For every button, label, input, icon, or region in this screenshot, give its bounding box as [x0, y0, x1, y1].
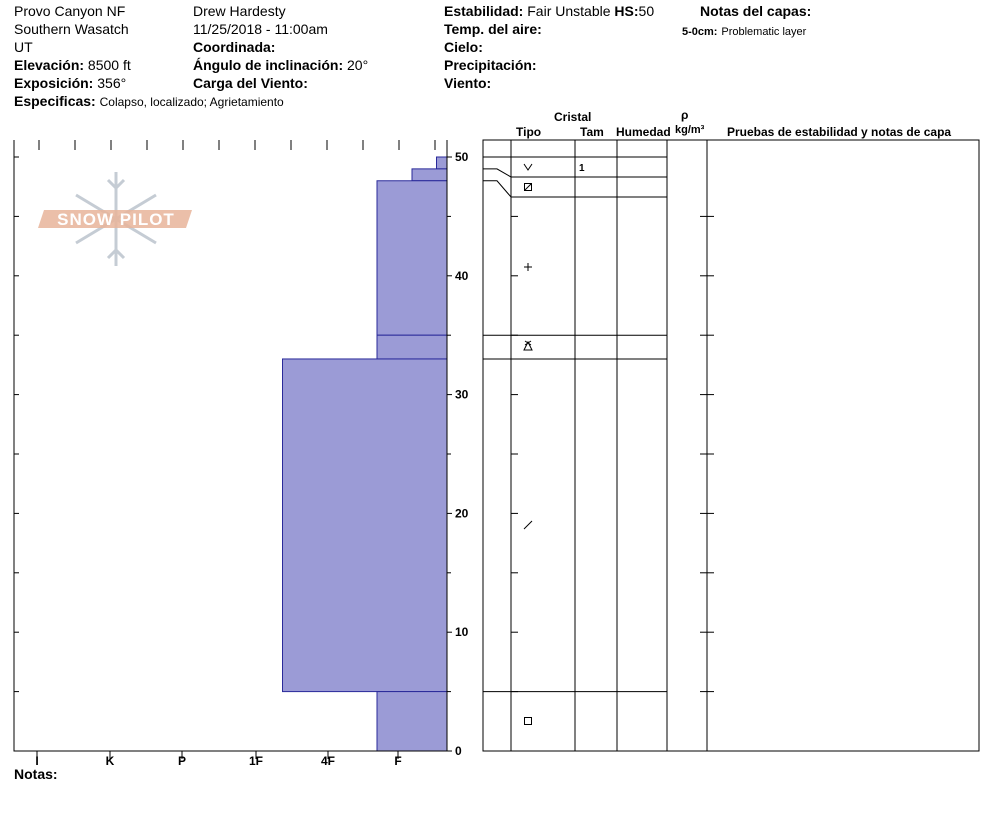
layer-boundary	[483, 168, 667, 178]
hardness-tick-label: P	[178, 754, 186, 768]
hardness-layer-bar	[376, 334, 448, 360]
precip-label: Precipitación:	[444, 57, 537, 73]
depth-tick-label: 40	[455, 269, 469, 283]
hardness-tick-label: F	[394, 754, 401, 768]
depth-tick-label: 0	[455, 744, 462, 758]
hardness-bars	[282, 156, 448, 752]
hardness-tick-label: I	[35, 754, 38, 768]
layer-note-text: Problematic layer	[721, 26, 807, 38]
observer: Drew Hardesty	[193, 3, 286, 19]
rho-header: ρ	[681, 108, 689, 122]
date-time: 11/25/2018 - 11:00am	[193, 21, 328, 37]
plot-border	[13, 140, 448, 752]
faceted-grain-icon	[524, 717, 532, 725]
slope-angle-label: Ángulo de inclinación:	[193, 57, 344, 73]
decomposing-grain-icon	[523, 520, 533, 530]
layer-table: 1	[482, 139, 980, 752]
mountain-range: Southern Wasatch	[14, 21, 129, 37]
notes-label: Notas:	[14, 766, 58, 782]
stability-label: Estabilidad:	[444, 3, 524, 19]
grain-size-label: 1	[579, 163, 585, 174]
snowpilot-logo: SNOW PILOT	[38, 172, 192, 266]
density-unit-header: kg/m³	[675, 124, 705, 136]
air-temp-label: Temp. del aire:	[444, 21, 542, 37]
depth-tick-label: 50	[455, 150, 469, 164]
hardness-plot-frame	[13, 140, 448, 752]
elevation: Elevación: 8500 ft	[14, 57, 131, 74]
size-header: Tam	[580, 125, 604, 139]
crystal-header: Cristal	[554, 110, 592, 124]
aspect: Exposición: 356°	[14, 75, 126, 92]
specifics-value: Colapso, localizado; Agrietamiento	[99, 95, 284, 109]
aspect-label: Exposición:	[14, 75, 94, 91]
precip-grain-icon	[523, 163, 533, 171]
type-header: Tipo	[516, 125, 542, 139]
elevation-value: 8500 ft	[87, 57, 131, 73]
coordinates-label: Coordinada:	[193, 39, 276, 55]
hardness-layer-bar	[376, 180, 448, 336]
slope-angle-value: 20°	[347, 57, 369, 73]
hardness-layer-bar	[436, 156, 448, 170]
moisture-header: Humedad	[616, 125, 671, 139]
location: Provo Canyon NF	[14, 3, 126, 19]
hardness-layer-bar	[376, 691, 448, 752]
surface-hoar-grain-icon	[523, 340, 533, 351]
stability-value: Fair Unstable	[527, 3, 611, 19]
depth-tick-label: 30	[455, 388, 469, 402]
faceted-rounded-grain-icon	[524, 183, 532, 191]
elevation-label: Elevación:	[14, 57, 85, 73]
depth-tick-label: 20	[455, 506, 469, 520]
aspect-value: 356°	[97, 75, 127, 91]
rounded-grain-icon	[524, 263, 532, 271]
specifics-label: Especificas:	[14, 93, 96, 109]
layer-note: 5-0cm: Problematic layer	[682, 22, 806, 41]
specifics: Especificas: Colapso, localizado; Agriet…	[14, 93, 284, 111]
hs-value: 50	[638, 3, 655, 19]
layer-notes-label: Notas del capas:	[700, 3, 812, 19]
wind-loading-label: Carga del Viento:	[193, 75, 308, 91]
hardness-tick-label: 4F	[321, 754, 335, 768]
hs-label: HS:	[614, 3, 639, 19]
hardness-tick-label: K	[106, 754, 115, 768]
stability: Estabilidad: Fair Unstable HS:50	[444, 3, 654, 20]
logo-text: SNOW PILOT	[57, 210, 175, 229]
table-border	[482, 139, 980, 752]
layer-boundary	[483, 180, 667, 198]
depth-axis: 0 10 20 30 40 50	[447, 150, 469, 758]
hardness-layer-bar	[282, 358, 448, 693]
state: UT	[14, 39, 33, 55]
hardness-layer-bar	[411, 168, 448, 182]
slope-angle: Ángulo de inclinación: 20°	[193, 57, 368, 74]
hardness-axis: I K P 1F 4F F	[35, 751, 402, 768]
tests-header: Pruebas de estabilidad y notas de capa	[727, 125, 952, 139]
wind-label: Viento:	[444, 75, 492, 91]
depth-tick-label: 10	[455, 625, 469, 639]
layer-note-depth: 5-0cm:	[682, 26, 718, 38]
sky-label: Cielo:	[444, 39, 483, 55]
hardness-tick-label: 1F	[249, 754, 263, 768]
